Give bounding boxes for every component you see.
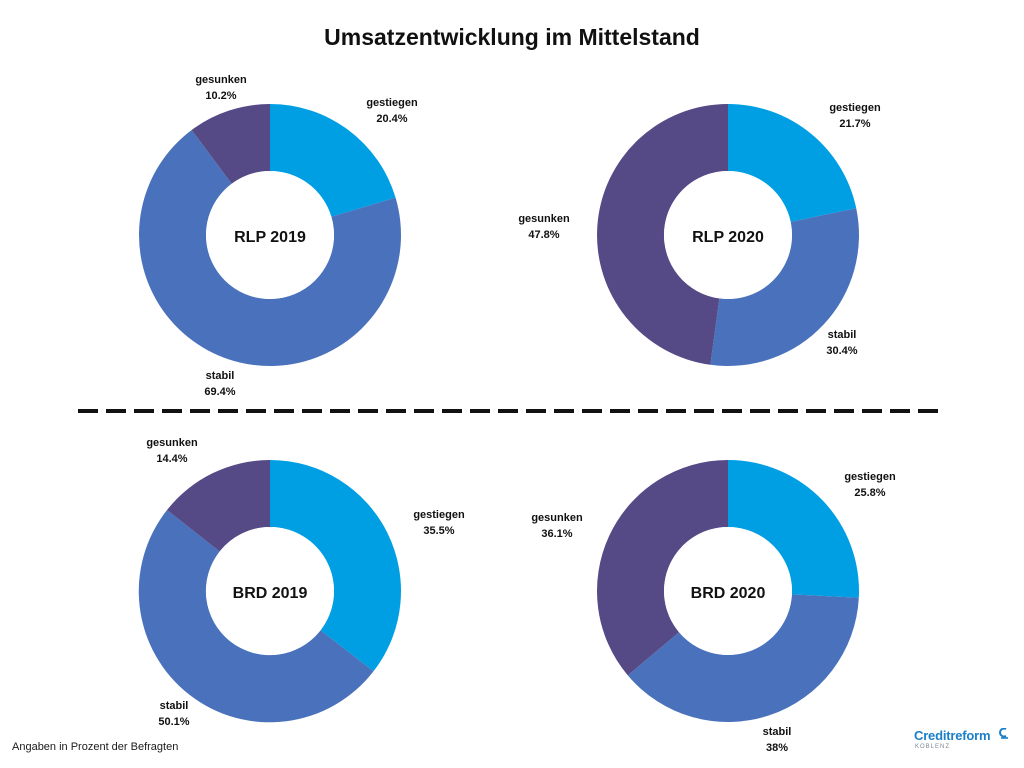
slice-stabil [138, 510, 374, 723]
data-label-stabil: stabil 50.1% [158, 700, 189, 728]
value-label: 50.1% [158, 716, 189, 728]
donut-center-title: BRD 2019 [233, 585, 308, 602]
donut-center-title: BRD 2020 [691, 585, 766, 602]
slice-gestiegen [728, 460, 859, 598]
category-label: gestiegen [829, 102, 881, 114]
data-label-gesunken: gesunken 14.4% [146, 437, 198, 465]
slice-gestiegen [270, 460, 401, 672]
donut-chart-brd-2019: BRD 2019 gestiegen 35.5% stabil 50.1% gesunke… [138, 437, 465, 728]
category-label: gesunken [195, 74, 247, 86]
category-label: stabil [206, 370, 235, 382]
value-label: 10.2% [205, 90, 236, 102]
category-label: gestiegen [844, 471, 896, 483]
value-label: 20.4% [376, 113, 407, 125]
donut-hole [664, 171, 792, 299]
value-label: 30.4% [826, 345, 857, 357]
category-label: gestiegen [366, 97, 418, 109]
donut-hole [206, 171, 334, 299]
data-label-gestiegen: gestiegen 35.5% [413, 509, 465, 537]
category-label: stabil [763, 726, 792, 738]
slice-gesunken [191, 104, 270, 184]
donut-center-title: RLP 2019 [234, 229, 306, 246]
donut-chart-rlp-2019: RLP 2019 gestiegen 20.4% stabil 69.4% gesunke… [139, 74, 418, 398]
data-label-gestiegen: gestiegen 25.8% [844, 471, 896, 499]
slice-stabil [627, 594, 859, 722]
creditreform-logo: Creditreform KOBLENZ [914, 728, 1014, 754]
logo-mark-icon [999, 728, 1008, 739]
value-label: 36.1% [541, 528, 572, 540]
value-label: 25.8% [854, 487, 885, 499]
donut-hole [206, 527, 334, 655]
value-label: 69.4% [204, 386, 235, 398]
data-label-stabil: stabil 38% [763, 726, 792, 754]
slice-gesunken [597, 104, 728, 365]
chart-title: Umsatzentwicklung im Mittelstand [324, 24, 700, 50]
category-label: stabil [160, 700, 189, 712]
data-label-gesunken: gesunken 47.8% [518, 213, 570, 241]
data-label-gestiegen: gestiegen 20.4% [366, 97, 418, 125]
data-label-gestiegen: gestiegen 21.7% [829, 102, 881, 130]
donut-chart-brd-2020: BRD 2020 gestiegen 25.8% stabil 38% gesunken 3… [531, 460, 896, 754]
slice-stabil [710, 208, 859, 366]
value-label: 14.4% [156, 453, 187, 465]
data-label-stabil: stabil 69.4% [204, 370, 235, 398]
category-label: stabil [828, 329, 857, 341]
slice-gestiegen [270, 104, 396, 217]
slice-gestiegen [728, 104, 857, 222]
logo-subtext: KOBLENZ [915, 744, 951, 750]
slice-gesunken [597, 460, 728, 676]
category-label: gestiegen [413, 509, 465, 521]
slice-stabil [139, 129, 402, 366]
category-label: gesunken [146, 437, 198, 449]
donut-hole [664, 527, 792, 655]
value-label: 21.7% [839, 118, 870, 130]
slice-gesunken [167, 460, 270, 552]
category-label: gesunken [518, 213, 570, 225]
data-label-gesunken: gesunken 10.2% [195, 74, 247, 102]
footnote: Angaben in Prozent der Befragten [12, 741, 179, 753]
logo-text: Creditreform [914, 728, 991, 743]
value-label: 38% [766, 742, 788, 754]
value-label: 47.8% [528, 229, 559, 241]
category-label: gesunken [531, 512, 583, 524]
data-label-gesunken: gesunken 36.1% [531, 512, 583, 540]
value-label: 35.5% [423, 525, 454, 537]
data-label-stabil: stabil 30.4% [826, 329, 857, 357]
donut-center-title: RLP 2020 [692, 229, 764, 246]
donut-chart-rlp-2020: RLP 2020 gestiegen 21.7% stabil 30.4% gesunke… [518, 102, 881, 366]
